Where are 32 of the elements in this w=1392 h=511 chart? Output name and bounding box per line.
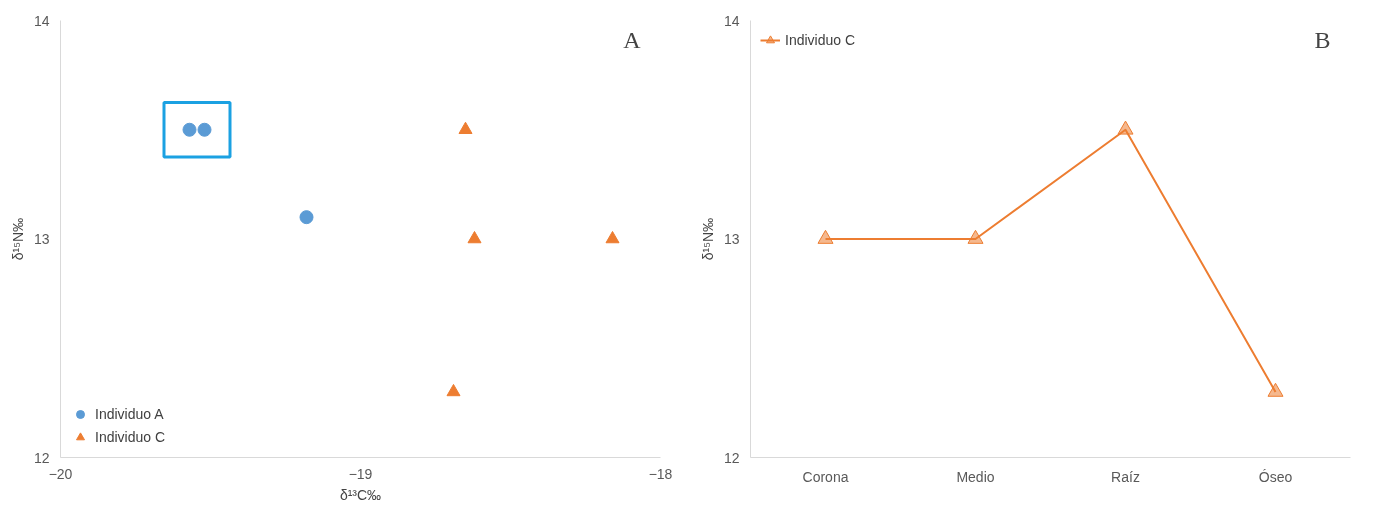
point [197, 122, 212, 137]
x-axis-title: δ¹³C‰ [339, 486, 382, 503]
y-tick-label: 13 [723, 231, 740, 247]
point [817, 229, 834, 244]
annotation: A [623, 26, 642, 53]
legend-label: Individuo A [95, 406, 164, 422]
x-tick-label: −18 [648, 465, 673, 482]
y-tick-label: 12 [33, 449, 50, 466]
x-tick-label: −20 [48, 465, 73, 482]
y-tick-label: 14 [33, 12, 50, 29]
legend-label: Individuo C [95, 429, 166, 445]
point [458, 121, 473, 134]
annotation: B [1314, 26, 1331, 53]
x-tick-label: Medio [956, 468, 995, 485]
point [1117, 120, 1134, 135]
point [1267, 382, 1284, 397]
point [967, 229, 984, 244]
y-tick-label: 12 [723, 449, 740, 466]
x-tick-label: Corona [802, 468, 849, 485]
point [299, 210, 314, 225]
y-axis-title: δ¹⁵N‰ [699, 217, 716, 261]
x-tick-label: Raíz [1111, 468, 1140, 485]
point [467, 230, 482, 244]
point [182, 122, 197, 137]
y-axis-title: δ¹⁵N‰ [9, 217, 26, 261]
legend-label: Individuo C [785, 32, 856, 48]
y-tick-label: 14 [723, 12, 740, 29]
y-tick-label: 13 [33, 231, 50, 247]
point [605, 230, 620, 244]
x-tick-label: Óseo [1258, 468, 1293, 485]
x-tick-label: −19 [348, 465, 373, 482]
point [446, 383, 461, 397]
